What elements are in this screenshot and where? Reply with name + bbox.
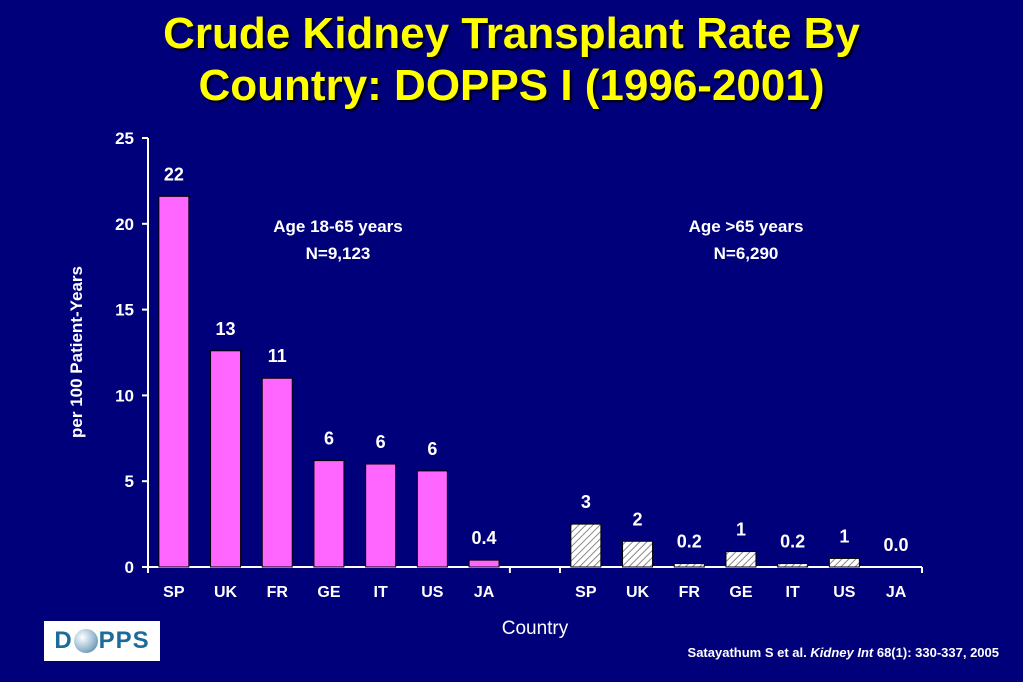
x-tick-label: IT <box>786 584 800 601</box>
data-label: 6 <box>324 429 334 449</box>
bar-uk-group-2 <box>622 540 654 568</box>
data-label: 6 <box>427 439 437 459</box>
labels: Age 18-65 yearsN=9,12322SP13UK11FR6GE6IT… <box>163 164 908 601</box>
bar-fr-group-2 <box>673 563 705 568</box>
bar-us-group-1 <box>416 470 448 568</box>
x-tick-label: UK <box>214 584 238 601</box>
bars <box>158 195 860 568</box>
group-label-line-2: N=9,123 <box>306 244 371 263</box>
x-tick-label: GE <box>317 584 340 601</box>
bar-fr-group-1 <box>261 377 293 568</box>
bar-ge-group-1 <box>313 460 345 568</box>
x-tick-label: SP <box>575 584 597 601</box>
data-label: 1 <box>736 520 746 540</box>
data-label: 22 <box>164 164 184 184</box>
y-axis-label: per 100 Patient-Years <box>67 266 86 438</box>
group-label-line-1: Age >65 years <box>689 217 804 236</box>
data-label: 0.2 <box>780 532 805 552</box>
x-tick-label: JA <box>886 584 907 601</box>
citation-ref: 68(1): 330-337, 2005 <box>876 645 999 660</box>
bar-ge-group-2 <box>725 551 757 568</box>
group-label-line-1: Age 18-65 years <box>273 217 402 236</box>
data-label: 3 <box>581 492 591 512</box>
group-label-line-2: N=6,290 <box>714 244 779 263</box>
x-tick-label: GE <box>729 584 752 601</box>
data-label: 0.0 <box>884 535 909 555</box>
title-line-1: Crude Kidney Transplant Rate By <box>163 9 860 58</box>
x-tick-label: US <box>421 584 444 601</box>
bar-us-group-2 <box>828 557 860 568</box>
citation-authors: Satayathum S et al. <box>687 645 807 660</box>
bar-sp-group-2 <box>570 523 602 568</box>
y-tick-label: 20 <box>115 215 134 234</box>
x-tick-label: IT <box>374 584 388 601</box>
y-tick-label: 10 <box>115 386 134 405</box>
x-tick-label: UK <box>626 584 650 601</box>
x-tick-label: FR <box>267 584 289 601</box>
globe-icon <box>73 629 98 653</box>
title-line-2: Country: DOPPS I (1996-2001) <box>198 61 825 110</box>
data-label: 1 <box>839 526 849 546</box>
citation: Satayathum S et al. Kidney Int 68(1): 33… <box>688 645 999 660</box>
y-tick-label: 5 <box>125 472 134 491</box>
x-tick-label: JA <box>474 584 495 601</box>
x-tick-label: US <box>833 584 856 601</box>
chart-title: Crude Kidney Transplant Rate By Country:… <box>0 8 1023 112</box>
data-label: 6 <box>376 432 386 452</box>
logo-text-left: D <box>54 627 73 654</box>
data-label: 11 <box>268 346 287 366</box>
bar-it-group-2 <box>777 563 809 568</box>
y-tick-label: 0 <box>125 558 134 577</box>
x-tick-label: FR <box>679 584 701 601</box>
x-tick-label: SP <box>163 584 185 601</box>
data-label: 2 <box>633 509 643 529</box>
data-label: 0.2 <box>677 532 702 552</box>
y-tick-label: 25 <box>115 129 134 148</box>
bar-uk-group-1 <box>210 350 242 568</box>
data-label: 13 <box>216 319 236 339</box>
data-label: 0.4 <box>472 528 497 548</box>
y-tick-label: 15 <box>115 301 134 320</box>
bar-sp-group-1 <box>158 195 190 568</box>
bar-it-group-1 <box>365 463 397 568</box>
logo-text-right: PPS <box>98 627 150 654</box>
dopps-logo: D PPS <box>44 621 160 661</box>
axes: 0 5 10 15 20 25 per 100 Patient-Years Country <box>67 129 923 639</box>
bar-ja-group-1 <box>468 559 500 568</box>
citation-journal: Kidney Int <box>810 645 874 660</box>
x-axis-label: Country <box>502 618 569 639</box>
